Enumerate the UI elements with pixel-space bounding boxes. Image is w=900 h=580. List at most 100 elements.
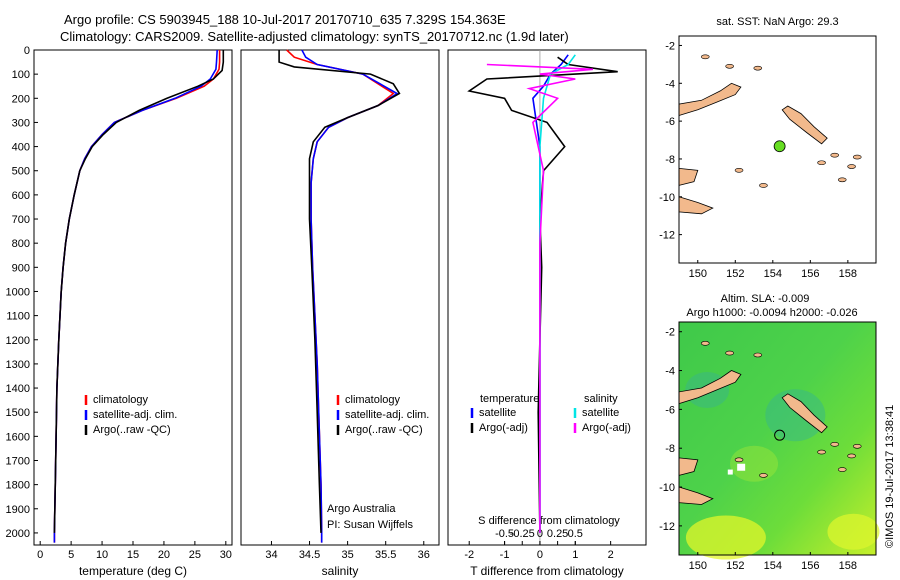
sla-map-y-tick-label: -8 (665, 443, 675, 455)
difference-series-line (539, 54, 576, 533)
sla-map-island (759, 473, 768, 478)
difference-x-tick-label: 2 (608, 549, 614, 561)
sst-map-island (830, 152, 840, 158)
sst-map-y-tick-label: -6 (665, 116, 675, 128)
sla-map-y-tick-label: -4 (665, 366, 675, 378)
salinity-annotation-line1: Argo Australia (327, 503, 396, 515)
temperature-x-tick-label: 30 (220, 549, 232, 561)
sla-map-title-line1: Altim. SLA: -0.009 (721, 293, 810, 305)
difference-series-line (486, 63, 594, 533)
temperature-x-tick-label: 20 (158, 549, 170, 561)
temperature-y-tick-label: 600 (12, 190, 30, 202)
sla-map-island (734, 457, 744, 463)
temperature-y-tick-label: 1900 (6, 504, 30, 516)
sla-map-sla-patch (685, 515, 766, 560)
temperature-frame (33, 49, 233, 546)
sla-map-data-gap (727, 469, 733, 475)
difference-x-axis-label: T difference from climatology (470, 564, 624, 578)
sst-map-island (852, 154, 862, 160)
difference-legend-title-salinity: salinity (584, 393, 618, 405)
temperature-y-tick-label: 1400 (6, 383, 30, 395)
difference-x-tick-label: 1 (572, 549, 578, 561)
difference-series-line (467, 56, 618, 533)
sla-map-island (847, 453, 856, 459)
sst-map-island (847, 164, 856, 169)
temperature-x-axis-label: temperature (deg C) (79, 564, 187, 578)
difference-legend-label: Argo(-adj) (479, 422, 528, 434)
sla-map-x-tick-label: 152 (726, 560, 744, 572)
sla-map-x-tick-label: 150 (689, 560, 707, 572)
sla-map-island (725, 350, 734, 356)
difference-top-tick-label: -0.5 (495, 528, 514, 540)
temperature-legend-label: climatology (93, 394, 149, 406)
sst-map-y-tick-label: -8 (665, 154, 675, 166)
sst-map-landmass (678, 82, 742, 117)
temperature-x-tick-label: 15 (127, 549, 139, 561)
sst-map-frame (678, 35, 877, 264)
temperature-y-tick-label: 1000 (6, 286, 30, 298)
salinity-frame (240, 49, 440, 546)
sla-map-frame (678, 321, 877, 556)
temperature-legend-label: satellite-adj. clim. (93, 409, 177, 421)
temperature-y-tick-label: 1700 (6, 455, 30, 467)
difference-legend-label: satellite (582, 407, 619, 419)
salinity-x-tick-label: 36 (418, 549, 430, 561)
sla-map-sla-patch (730, 445, 779, 482)
sla-map-island (700, 341, 710, 346)
temperature-x-tick-label: 5 (68, 549, 74, 561)
temperature-y-tick-label: 900 (12, 262, 30, 274)
temperature-y-tick-label: 0 (24, 45, 30, 57)
temperature-y-tick-label: 300 (12, 117, 30, 129)
sst-map-island (700, 54, 710, 60)
temperature-y-tick-label: 400 (12, 142, 30, 154)
temperature-x-tick-label: 0 (37, 549, 43, 561)
difference-legend-label: satellite (479, 407, 516, 419)
sst-map-y-tick-label: -12 (659, 230, 675, 242)
difference-x-tick-label: -2 (464, 549, 474, 561)
sst-map-island (837, 177, 847, 183)
sla-map-y-tick-label: -2 (665, 327, 675, 339)
sst-map-x-tick-label: 156 (801, 268, 819, 280)
sla-map-sla-patch (765, 389, 826, 442)
difference-frame (447, 49, 647, 546)
temperature-y-tick-label: 1600 (6, 431, 30, 443)
sla-map-y-tick-label: -12 (659, 521, 675, 533)
sst-map-argo-location-marker (773, 140, 786, 153)
salinity-legend-label: satellite-adj. clim. (345, 409, 429, 421)
difference-x-tick-label: -1 (500, 549, 510, 561)
sla-map-x-tick-label: 154 (764, 560, 782, 572)
temperature-series-line (53, 50, 221, 543)
temperature-y-tick-label: 1500 (6, 407, 30, 419)
temperature-y-tick-label: 1100 (6, 311, 30, 323)
sst-map-x-tick-label: 150 (689, 268, 707, 280)
sst-map-island (753, 65, 763, 71)
temperature-y-tick-label: 100 (12, 69, 30, 81)
temperature-y-tick-label: 200 (12, 93, 30, 105)
salinity-legend-label: Argo(..raw -QC) (345, 424, 423, 436)
salinity-series-line (301, 49, 399, 543)
sst-map-island (734, 168, 744, 173)
temperature-y-tick-label: 700 (12, 214, 30, 226)
salinity-legend-label: climatology (345, 394, 401, 406)
sla-map-island (830, 442, 840, 447)
sla-map-x-tick-label: 158 (839, 560, 857, 572)
sla-map-sla-patch (827, 513, 880, 550)
difference-legend-title-temperature: temperature (480, 393, 539, 405)
sla-map-y-tick-label: -6 (665, 404, 675, 416)
sst-map-title: sat. SST: NaN Argo: 29.3 (716, 16, 838, 28)
sst-map-landmass (781, 105, 828, 145)
difference-top-tick-label: 0.5 (568, 528, 583, 540)
difference-x-tick-label: 0 (537, 549, 543, 561)
salinity-series-line (286, 49, 395, 543)
salinity-x-tick-label: 34.5 (299, 549, 320, 561)
sst-map-y-tick-label: -4 (665, 78, 675, 90)
difference-top-tick-label: -0.25 (510, 528, 535, 540)
temperature-y-tick-label: 500 (12, 166, 30, 178)
sla-map-island (837, 467, 847, 472)
temperature-series-line (53, 50, 225, 533)
figure-title-line2: Climatology: CARS2009. Satellite-adjuste… (60, 29, 569, 44)
salinity-x-tick-label: 35.5 (375, 549, 396, 561)
difference-top-tick-label: 0 (537, 528, 543, 540)
sst-map-x-tick-label: 158 (839, 268, 857, 280)
difference-legend-label: Argo(-adj) (582, 422, 631, 434)
